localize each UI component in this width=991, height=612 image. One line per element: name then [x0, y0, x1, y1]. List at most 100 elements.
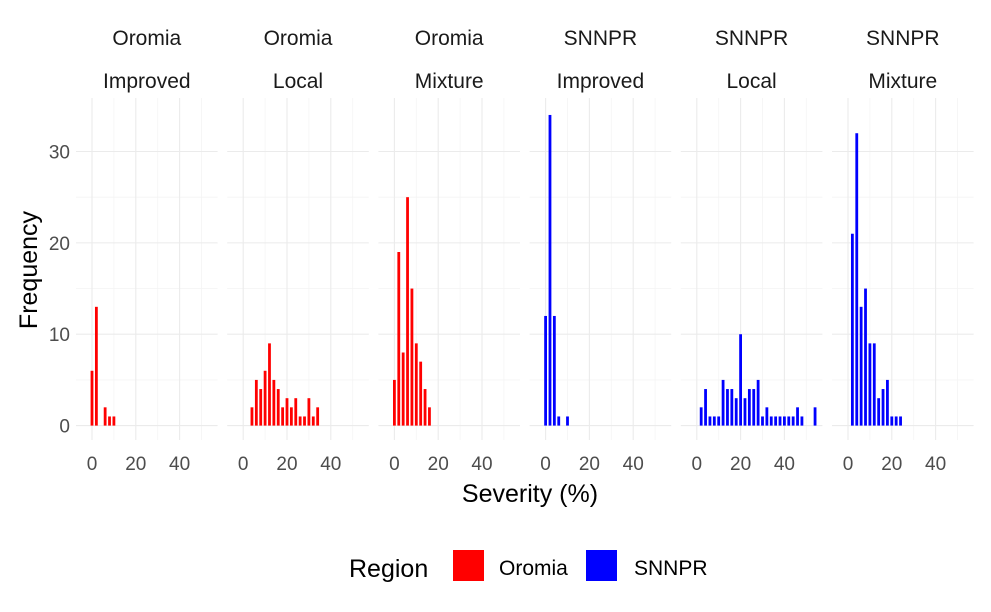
facet-panel: SNNPR Mixture 0 20 40 [832, 27, 974, 475]
y-tick-label: 30 [49, 143, 70, 164]
histogram-bar [276, 389, 280, 426]
x-tick-label: 0 [238, 454, 249, 475]
facet-strip-region: SNNPR [866, 27, 940, 50]
histogram-bar [250, 407, 254, 426]
facet-strip-region: Oromia [264, 27, 333, 50]
histogram-bar [410, 288, 414, 426]
facet-strip-variety: Local [726, 70, 776, 93]
histogram-bar [294, 398, 298, 426]
x-tick-label: 20 [730, 454, 751, 475]
x-tick-label: 40 [925, 454, 946, 475]
x-tick-label: 0 [389, 454, 400, 475]
facet-strip-region: SNNPR [715, 27, 789, 50]
histogram-bar [726, 389, 729, 426]
histogram-bar [881, 389, 885, 426]
histogram-bar [544, 315, 547, 426]
histogram-bar [886, 379, 889, 426]
histogram-bar [268, 343, 271, 426]
histogram-bar [813, 407, 817, 426]
histogram-bar [397, 252, 401, 426]
histogram-bar [796, 407, 799, 426]
x-tick-label: 20 [428, 454, 449, 475]
histogram-bar [552, 315, 556, 426]
facet-panel: SNNPR Local 0 20 40 [680, 27, 823, 475]
histogram-bar [566, 416, 569, 426]
x-tick-label: 40 [471, 454, 492, 475]
histogram-bar [90, 370, 94, 426]
histogram-bar [778, 416, 782, 426]
histogram-bar [307, 398, 311, 426]
histogram-bar [281, 407, 285, 426]
histogram-bar [787, 416, 791, 426]
x-tick-label: 20 [881, 454, 902, 475]
histogram-bar [791, 416, 795, 426]
x-tick-label: 20 [579, 454, 600, 475]
facet-strip-region: Oromia [112, 27, 181, 50]
facet-strip-region: Oromia [415, 27, 484, 50]
histogram-bar [761, 416, 764, 426]
facet-strip-variety: Improved [557, 70, 645, 93]
legend-title: Region [349, 555, 428, 583]
facet-strip-variety: Improved [103, 70, 191, 93]
histogram-bar [712, 416, 716, 426]
histogram-bar [872, 343, 876, 426]
histogram-bar [721, 379, 725, 426]
histogram-bar [406, 197, 409, 426]
histogram-bar [894, 416, 898, 426]
histogram-bar [730, 389, 734, 426]
legend-label-oromia: Oromia [499, 557, 568, 580]
x-tick-label: 0 [540, 454, 551, 475]
histogram-bar [393, 379, 396, 426]
x-axis-title: Severity (%) [462, 480, 598, 508]
histogram-bar [868, 343, 872, 426]
histogram-bar [414, 343, 418, 426]
histogram-bar [800, 416, 804, 426]
facet-panel: Oromia Improved 0 20 40 [76, 27, 218, 475]
y-tick-label: 20 [49, 234, 70, 255]
histogram-bar [112, 416, 116, 426]
histogram-bar [855, 133, 859, 426]
x-tick-label: 0 [843, 454, 854, 475]
y-tick-label: 10 [49, 325, 70, 346]
legend-key-oromia [453, 550, 484, 581]
facet-strip-variety: Mixture [868, 70, 937, 93]
histogram-bar [704, 389, 707, 426]
histogram-bar [419, 361, 423, 426]
x-tick-label: 40 [320, 454, 341, 475]
legend: Region Oromia SNNPR [349, 550, 708, 583]
histogram-bar [303, 416, 306, 426]
legend-key-snnpr [586, 550, 617, 581]
histogram-bar [548, 114, 552, 426]
histogram-bar [311, 416, 315, 426]
histogram-bar [756, 379, 760, 426]
histogram-bar [783, 416, 786, 426]
histogram-bar [743, 398, 747, 426]
histogram-bar [263, 370, 267, 426]
histogram-bar [765, 407, 769, 426]
histogram-bar [103, 407, 107, 426]
facet-strip-region: SNNPR [564, 27, 638, 50]
legend-label-snnpr: SNNPR [634, 557, 708, 580]
facet-panel: SNNPR Improved 0 20 40 [529, 27, 672, 475]
histogram-bar [739, 334, 742, 426]
facet-panel: Oromia Mixture 0 20 40 [378, 27, 520, 475]
histogram-bar [272, 379, 276, 426]
facet-panel: Oromia Local 0 20 40 [227, 27, 369, 475]
histogram-bar [864, 288, 867, 426]
histogram-bar [890, 416, 894, 426]
histogram-bar [752, 389, 756, 426]
x-tick-label: 40 [623, 454, 644, 475]
x-tick-label: 0 [692, 454, 703, 475]
histogram-bar [254, 379, 258, 426]
histogram-bar [298, 416, 302, 426]
facet-strip-variety: Local [273, 70, 323, 93]
y-tick-label: 0 [59, 417, 70, 438]
histogram-bar [850, 233, 854, 426]
histogram-bar [428, 407, 431, 426]
histogram-bar [899, 416, 902, 426]
facet-strip-variety: Mixture [415, 70, 484, 93]
histogram-bar [699, 407, 703, 426]
histogram-bar [285, 398, 289, 426]
histogram-bar [108, 416, 111, 426]
